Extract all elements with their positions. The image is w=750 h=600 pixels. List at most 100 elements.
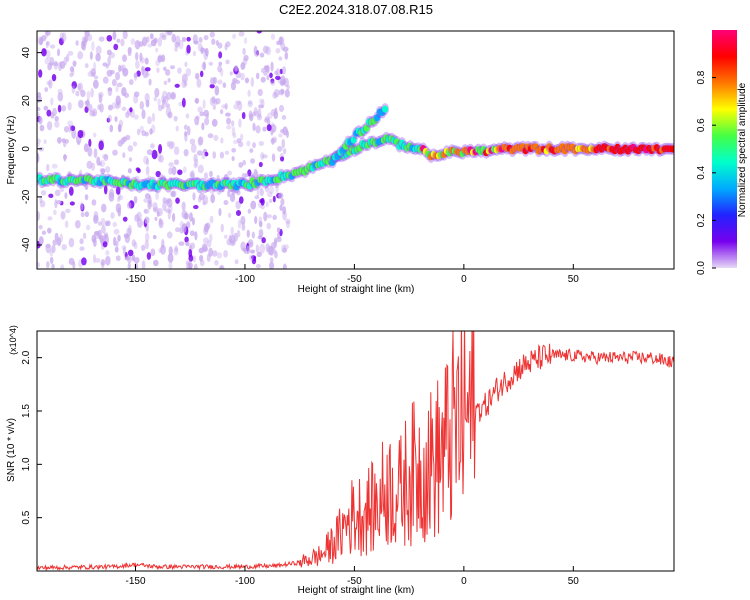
noise-speckle — [213, 105, 216, 110]
noise-speckle — [272, 215, 276, 220]
noise-speckle — [225, 44, 228, 51]
noise-speckle — [280, 81, 286, 86]
noise-speckle — [103, 77, 109, 84]
noise-speckle — [272, 153, 275, 161]
noise-speckle — [240, 73, 245, 81]
noise-speckle — [80, 202, 83, 210]
noise-speckle — [251, 77, 254, 87]
noise-speckle — [191, 144, 197, 153]
noise-speckle — [81, 212, 85, 217]
noise-speckle — [236, 210, 241, 216]
noise-speckle — [242, 112, 246, 119]
noise-speckle — [172, 213, 175, 222]
noise-speckle — [92, 199, 97, 206]
noise-speckle — [259, 221, 263, 228]
noise-speckle — [252, 232, 255, 239]
noise-speckle — [115, 72, 120, 81]
noise-speckle — [254, 195, 259, 199]
noise-speckle — [269, 199, 272, 203]
noise-speckle — [190, 243, 195, 250]
noise-speckle — [201, 123, 204, 131]
noise-speckle — [120, 38, 124, 46]
noise-speckle — [60, 61, 66, 69]
noise-speckle — [99, 36, 105, 41]
x-tick-label: -150 — [125, 274, 145, 285]
noise-speckle — [75, 91, 79, 97]
noise-speckle — [281, 139, 285, 148]
noise-speckle — [228, 213, 231, 218]
noise-speckle — [168, 253, 174, 263]
noise-speckle — [202, 200, 206, 205]
noise-speckle — [201, 152, 205, 159]
noise-speckle — [183, 166, 187, 173]
noise-speckle — [96, 46, 102, 55]
noise-speckle — [68, 125, 71, 133]
noise-speckle — [57, 48, 60, 56]
noise-speckle — [164, 80, 168, 85]
noise-speckle — [264, 65, 268, 70]
noise-speckle — [166, 107, 172, 117]
colorbar-tick-label: 0.4 — [696, 165, 707, 179]
noise-speckle — [198, 165, 204, 174]
noise-speckle — [86, 225, 90, 231]
y-tick-label: 1.0 — [21, 457, 32, 471]
noise-speckle — [60, 211, 65, 220]
noise-speckle — [48, 194, 53, 198]
noise-speckle — [60, 264, 64, 272]
colorbar-tick-label: 0.8 — [696, 70, 707, 84]
noise-speckle — [270, 257, 274, 263]
noise-speckle — [134, 196, 138, 204]
noise-speckle — [194, 263, 198, 272]
noise-speckle — [86, 99, 90, 109]
noise-speckle — [134, 72, 138, 78]
noise-speckle — [281, 245, 286, 253]
noise-speckle — [114, 229, 120, 235]
noise-speckle — [128, 145, 134, 152]
noise-speckle — [283, 148, 286, 154]
noise-speckle — [184, 149, 189, 156]
noise-speckle — [235, 259, 239, 264]
noise-speckle — [145, 58, 149, 65]
noise-speckle — [270, 62, 273, 72]
x-tick-label: -100 — [235, 576, 255, 587]
noise-speckle — [192, 192, 195, 200]
noise-speckle — [275, 48, 280, 53]
noise-speckle — [207, 253, 211, 261]
noise-speckle — [196, 79, 201, 88]
noise-speckle — [194, 158, 198, 166]
noise-speckle — [51, 264, 54, 269]
noise-speckle — [158, 248, 162, 253]
noise-speckle — [144, 217, 149, 224]
noise-speckle — [144, 209, 148, 214]
noise-speckle — [94, 148, 98, 158]
noise-speckle — [97, 104, 101, 110]
noise-speckle — [248, 101, 253, 107]
noise-speckle — [286, 85, 289, 90]
noise-speckle — [118, 140, 123, 147]
noise-speckle — [156, 67, 159, 73]
noise-speckle — [285, 89, 290, 98]
noise-speckle — [180, 221, 184, 228]
noise-speckle — [134, 263, 138, 272]
noise-speckle — [135, 40, 141, 49]
noise-speckle — [48, 79, 52, 88]
noise-speckle — [182, 73, 188, 83]
noise-speckle — [39, 236, 44, 245]
noise-speckle — [78, 130, 84, 138]
noise-speckle — [81, 41, 85, 50]
noise-speckle — [101, 225, 106, 233]
y-tick-label: -40 — [21, 237, 32, 252]
x-tick-label: 50 — [568, 274, 580, 285]
noise-speckle — [152, 113, 155, 122]
noise-speckle — [50, 97, 53, 105]
noise-speckle — [100, 259, 105, 266]
noise-speckle — [145, 67, 151, 71]
noise-speckle — [112, 222, 117, 227]
noise-speckle — [146, 166, 150, 176]
noise-speckle — [274, 239, 278, 248]
noise-speckle — [210, 216, 214, 224]
noise-speckle — [279, 105, 284, 112]
noise-speckle — [261, 237, 266, 243]
snr-line — [37, 305, 674, 570]
noise-speckle — [38, 69, 42, 78]
